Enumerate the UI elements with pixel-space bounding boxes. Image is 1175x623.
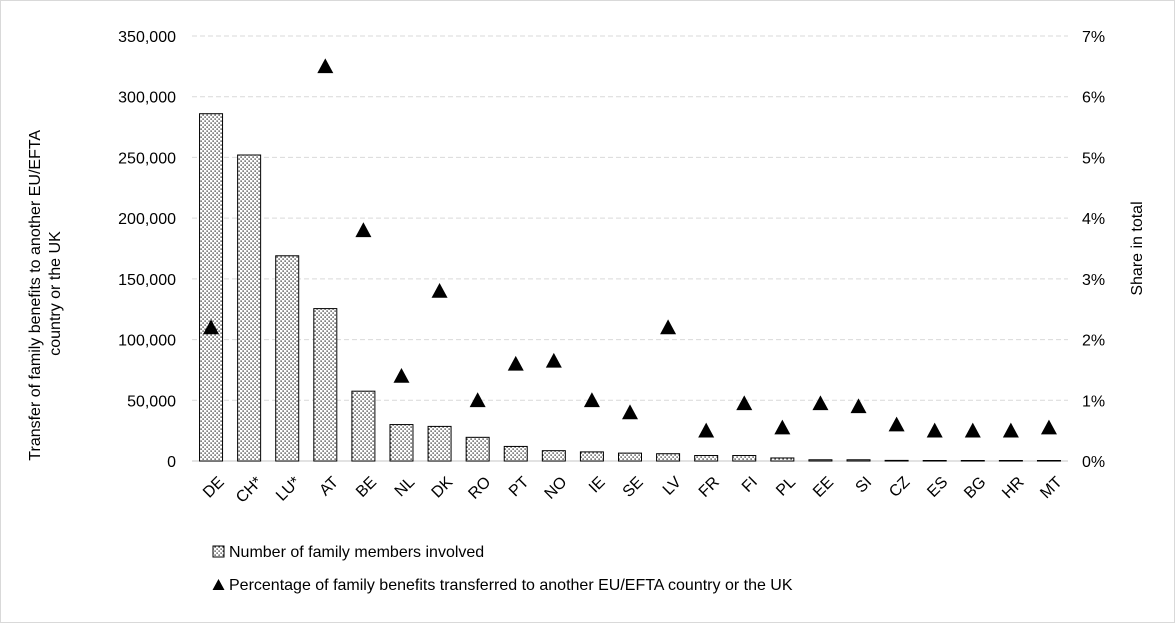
bar (541, 450, 566, 462)
triangle-marker (660, 319, 677, 335)
left-tick-label: 0 (167, 454, 176, 471)
bar (427, 425, 452, 462)
bar (465, 436, 490, 462)
bar-series (199, 113, 1061, 462)
bar (998, 460, 1023, 462)
bar (960, 460, 985, 462)
legend-bar-swatch (212, 545, 225, 558)
triangle-marker (964, 422, 981, 438)
triangle-marker (317, 58, 334, 74)
right-axis-ticks: 0% 1% 2% 3% 4% 5% 6% 7% (1082, 29, 1105, 471)
left-tick-label: 300,000 (118, 90, 176, 107)
left-tick-label: 350,000 (118, 29, 176, 46)
bar (389, 424, 414, 462)
bar (237, 154, 262, 462)
right-axis-title: Share in total (1129, 201, 1146, 295)
bar (770, 457, 795, 462)
legend: Number of family members involved Percen… (212, 544, 793, 594)
triangle-marker (698, 422, 715, 438)
right-tick-label: 0% (1082, 454, 1105, 471)
triangle-marker (622, 404, 638, 420)
bar (199, 113, 224, 462)
bar (732, 455, 757, 462)
triangle-marker (888, 416, 905, 432)
left-axis-title-line-1: Transfer of family benefits to another E… (27, 130, 44, 461)
bar (579, 451, 604, 462)
bar (1036, 460, 1061, 462)
right-tick-label: 4% (1082, 211, 1105, 228)
left-axis-title-line-2: country or the UK (47, 231, 64, 356)
triangle-marker (355, 222, 372, 238)
right-tick-label: 1% (1082, 393, 1105, 410)
bar (503, 445, 528, 462)
legend-bar-label: Number of family members involved (229, 544, 484, 561)
bar (884, 459, 909, 462)
marker-series (203, 58, 1057, 438)
right-tick-label: 5% (1082, 150, 1105, 167)
triangle-marker (545, 352, 562, 368)
left-axis-title: Transfer of family benefits to another E… (27, 126, 64, 460)
right-tick-label: 6% (1082, 90, 1105, 107)
legend-marker-label: Percentage of family benefits transferre… (229, 577, 793, 594)
triangle-marker (469, 392, 486, 408)
bar (694, 455, 719, 462)
bar (275, 255, 300, 462)
triangle-marker (850, 398, 867, 414)
triangle-marker (583, 392, 600, 408)
triangle-marker (926, 422, 943, 438)
triangle-marker (203, 319, 220, 335)
left-tick-label: 50,000 (127, 393, 176, 410)
left-tick-label: 150,000 (118, 272, 176, 289)
triangle-marker (393, 368, 410, 383)
triangle-marker (1002, 422, 1019, 438)
bar (922, 460, 947, 462)
left-tick-label: 250,000 (118, 150, 176, 167)
legend-triangle-swatch (212, 579, 225, 590)
bar (846, 459, 871, 462)
bar (618, 452, 642, 462)
bar (656, 453, 681, 462)
bar (313, 308, 338, 462)
left-tick-label: 200,000 (118, 211, 176, 228)
left-tick-label: 100,000 (118, 333, 176, 350)
right-tick-label: 3% (1082, 272, 1105, 289)
right-tick-label: 7% (1082, 29, 1105, 46)
triangle-marker (431, 283, 448, 298)
left-axis-ticks: 0 50,000 100,000 150,000 200,000 250,000 300,0… (118, 29, 176, 471)
bar (351, 390, 376, 462)
triangle-marker (736, 395, 753, 411)
triangle-marker (507, 355, 524, 371)
right-tick-label: 2% (1082, 333, 1105, 350)
triangle-marker (1040, 419, 1057, 435)
triangle-marker (774, 419, 791, 435)
bar (808, 459, 833, 462)
triangle-marker (812, 395, 829, 411)
